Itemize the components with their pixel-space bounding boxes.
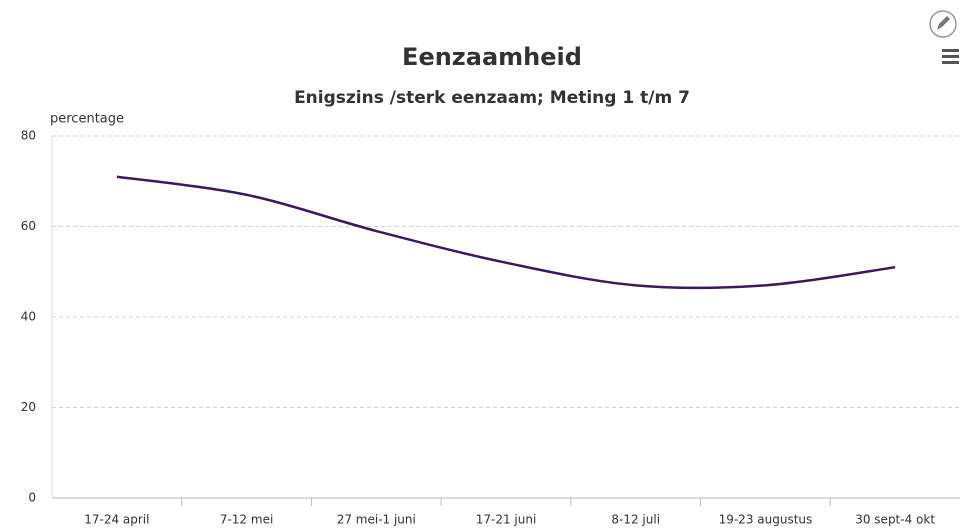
edit-button[interactable] bbox=[929, 10, 957, 38]
y-tick-label: 60 bbox=[21, 219, 36, 233]
chart-title: Eenzaamheid bbox=[402, 43, 582, 71]
y-tick-label: 80 bbox=[21, 129, 36, 143]
x-tick-label: 17-21 juni bbox=[476, 513, 537, 527]
menu-button[interactable] bbox=[942, 49, 959, 64]
line bbox=[116, 175, 896, 290]
chart-subtitle: Enigszins /sterk eenzaam; Meting 1 t/m 7 bbox=[294, 88, 690, 108]
x-tick-label: 17-24 april bbox=[84, 513, 149, 527]
x-tick-label: 30 sept-4 okt bbox=[855, 513, 935, 527]
x-tick-label: 7-12 mei bbox=[220, 513, 273, 527]
x-tick-label: 27 mei-1 juni bbox=[337, 513, 416, 527]
y-tick-label: 20 bbox=[21, 400, 36, 414]
y-tick-label: 0 bbox=[28, 491, 36, 505]
x-tick-label: 8-12 juli bbox=[611, 513, 660, 527]
y-axis-label: percentage bbox=[50, 112, 124, 127]
x-tick-label: 19-23 augustus bbox=[719, 513, 813, 527]
y-tick-label: 40 bbox=[21, 310, 36, 324]
